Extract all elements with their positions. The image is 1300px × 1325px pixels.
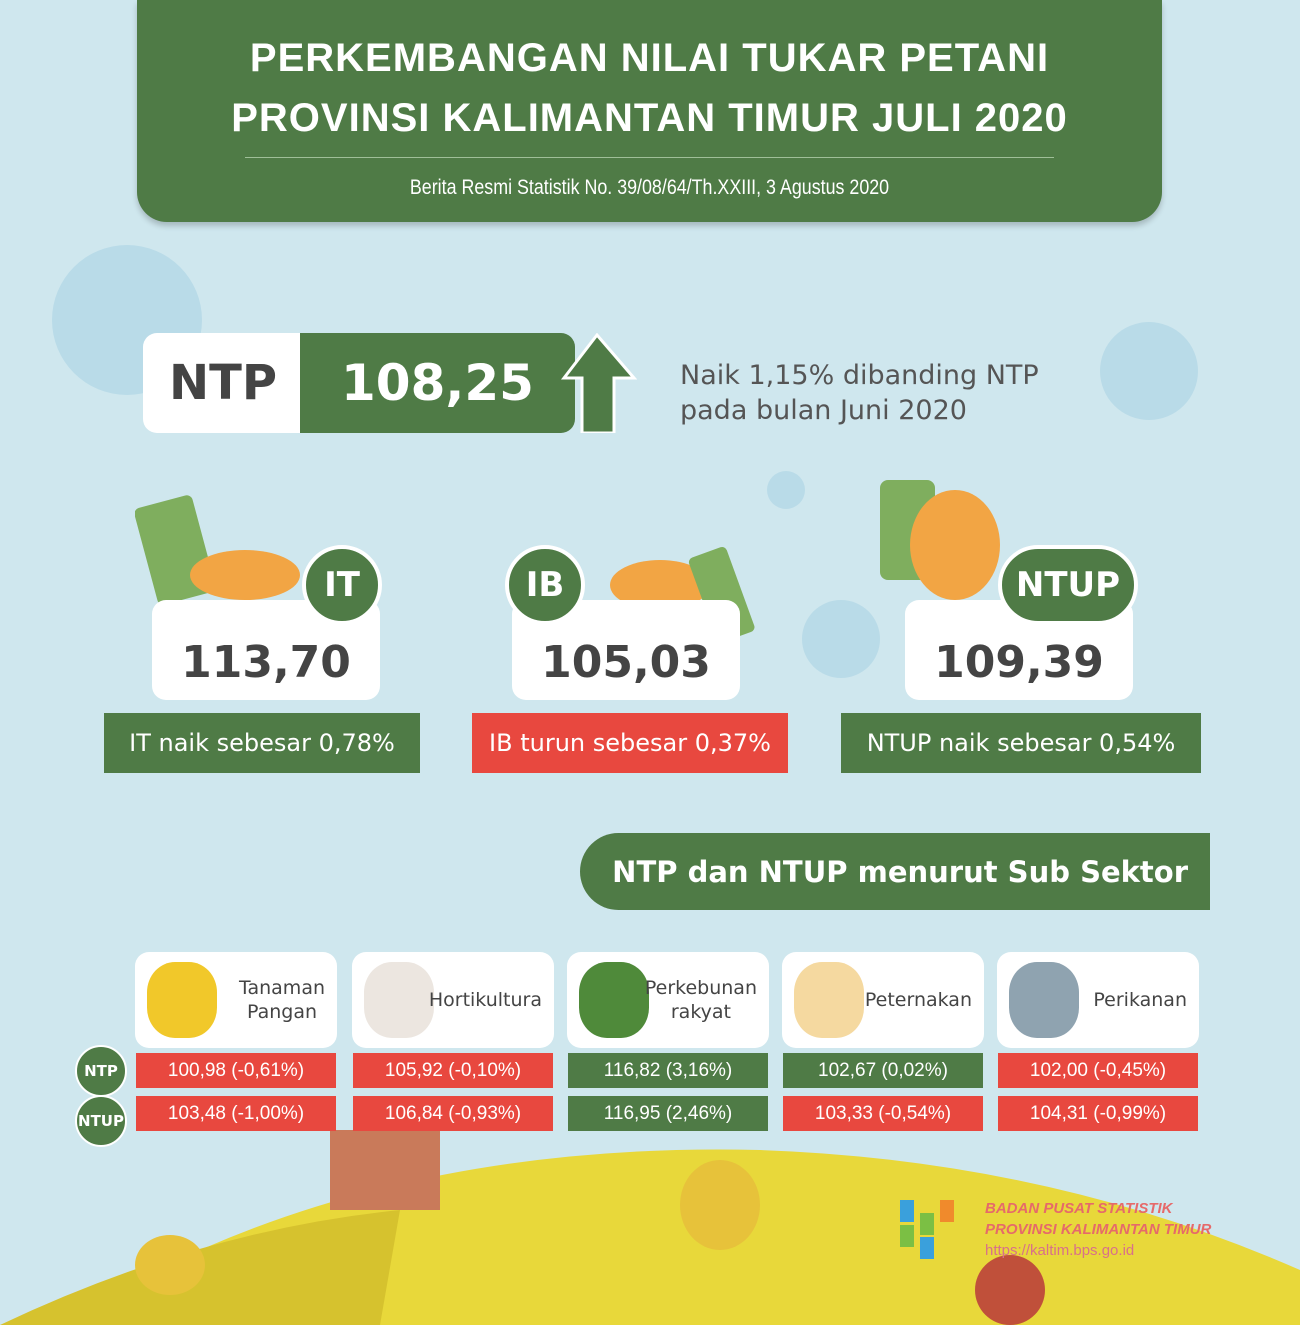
ntup-note: NTUP naik sebesar 0,54% — [841, 713, 1201, 773]
decor-circle — [1100, 322, 1198, 420]
ntp-cell: 102,67 (0,02%) — [783, 1053, 983, 1088]
palm-tree-icon — [579, 962, 649, 1038]
title-line-1: PERKEMBANGAN NILAI TUKAR PETANI — [249, 36, 1050, 80]
ntp-cell: 105,92 (-0,10%) — [353, 1053, 553, 1088]
sector-name: Hortikultura — [428, 989, 542, 1011]
sector-card: Hortikultura — [352, 952, 554, 1048]
sector-name: Perkebunan rakyat — [644, 977, 757, 1023]
it-note: IT naik sebesar 0,78% — [104, 713, 420, 773]
garlic-icon — [364, 962, 434, 1038]
ib-note: IB turun sebesar 0,37% — [472, 713, 788, 773]
divider — [245, 157, 1054, 158]
sector-card: Perkebunan rakyat — [567, 952, 769, 1048]
it-badge: IT — [302, 545, 382, 625]
farm-hill-illustration — [0, 1130, 1300, 1325]
ntp-label: NTP — [143, 333, 303, 433]
arrow-up-icon — [560, 333, 637, 433]
ntp-description: Naik 1,15% dibanding NTP pada bulan Juni… — [680, 358, 1039, 428]
money-hand-icon — [135, 495, 300, 605]
ntp-value: 108,25 — [300, 333, 575, 433]
sector-name: Tanaman Pangan — [239, 977, 325, 1023]
header-banner: PERKEMBANGAN NILAI TUKAR PETANI PROVINSI… — [137, 0, 1162, 222]
corn-icon — [147, 962, 217, 1038]
org-line-1: BADAN PUSAT STATISTIK — [985, 1200, 1173, 1217]
row-label-ntp: NTP — [75, 1045, 127, 1097]
subsector-title: NTP dan NTUP menurut Sub Sektor — [580, 833, 1210, 910]
money-roll-hand-icon — [880, 480, 1000, 600]
ntp-cell: 116,82 (3,16%) — [568, 1053, 768, 1088]
ntup-cell: 103,48 (-1,00%) — [136, 1096, 336, 1131]
title-line-2: PROVINSI KALIMANTAN TIMUR JULI 2020 — [231, 96, 1068, 140]
row-label-ntup: NTUP — [75, 1095, 127, 1147]
decor-circle — [767, 471, 805, 509]
bps-url-link[interactable]: https://kaltim.bps.go.id — [985, 1242, 1135, 1259]
ntup-badge: NTUP — [998, 545, 1138, 625]
ntup-cell: 116,95 (2,46%) — [568, 1096, 768, 1131]
ib-badge: IB — [505, 545, 585, 625]
sector-card: Perikanan — [997, 952, 1199, 1048]
ntup-cell: 106,84 (-0,93%) — [353, 1096, 553, 1131]
sector-card: Peternakan — [782, 952, 984, 1048]
ntp-cell: 102,00 (-0,45%) — [998, 1053, 1198, 1088]
bps-logo-icon — [900, 1200, 954, 1259]
decor-circle — [802, 600, 880, 678]
org-line-2: PROVINSI KALIMANTAN TIMUR — [985, 1221, 1212, 1238]
chicken-icon — [794, 962, 864, 1038]
sector-name: Perikanan — [1093, 989, 1187, 1011]
desc-line-1: Naik 1,15% dibanding NTP — [680, 360, 1039, 391]
subtitle: Berita Resmi Statistik No. 39/08/64/Th.X… — [409, 176, 890, 199]
bps-footer: BADAN PUSAT STATISTIK PROVINSI KALIMANTA… — [985, 1198, 1211, 1261]
ntup-cell: 104,31 (-0,99%) — [998, 1096, 1198, 1131]
ntp-cell: 100,98 (-0,61%) — [136, 1053, 336, 1088]
ntup-cell: 103,33 (-0,54%) — [783, 1096, 983, 1131]
sector-card: Tanaman Pangan — [135, 952, 337, 1048]
desc-line-2: pada bulan Juni 2020 — [680, 395, 967, 426]
sector-name: Peternakan — [864, 989, 972, 1011]
fish-icon — [1009, 962, 1079, 1038]
